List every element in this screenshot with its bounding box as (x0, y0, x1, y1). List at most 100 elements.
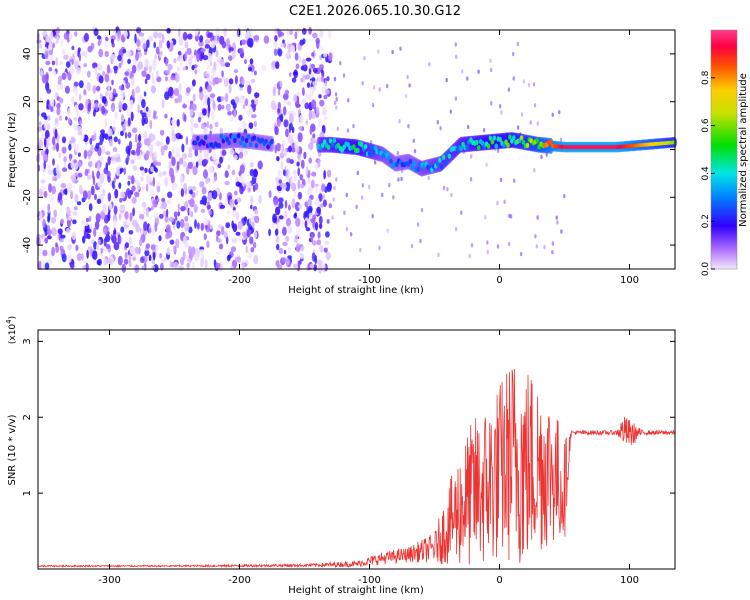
heatmap-cell (87, 160, 93, 168)
heatmap-cell (279, 152, 285, 158)
heatmap-cell (322, 106, 327, 116)
heatmap-cell (132, 164, 138, 171)
heatmap-cell (176, 220, 181, 229)
heatmap-cell (101, 132, 107, 139)
heatmap-cell (104, 73, 110, 83)
heatmap-cell (325, 251, 331, 260)
heatmap-ridge-cell (371, 149, 376, 155)
heatmap-cell (245, 182, 252, 188)
heatmap-cell (345, 226, 349, 232)
heatmap-cell (305, 165, 309, 176)
heatmap-cell (203, 169, 208, 179)
heatmap-cell (113, 241, 120, 251)
heatmap-ridge-cell (447, 153, 452, 159)
heatmap-cell (221, 70, 224, 78)
heatmap-cell (335, 105, 338, 110)
heatmap-cell (295, 228, 301, 238)
heatmap-cell (174, 98, 179, 104)
heatmap-cell (155, 244, 159, 251)
heatmap-cell (178, 265, 184, 271)
heatmap-ridge-cell (242, 142, 247, 148)
heatmap-cell (227, 254, 232, 259)
heatmap-cell (125, 220, 130, 226)
heatmap-cell (263, 35, 270, 44)
heatmap-cell (200, 208, 206, 213)
heatmap-cell (152, 176, 156, 187)
heatmap-cell (68, 144, 72, 151)
heatmap-cell (129, 236, 132, 245)
heatmap-cell (115, 166, 120, 177)
heatmap-cell (62, 167, 68, 172)
heatmap-cell (308, 142, 314, 151)
heatmap-cell (56, 234, 59, 241)
heatmap-cell (234, 96, 240, 105)
heatmap-cell (186, 47, 192, 56)
heatmap-cell (328, 30, 332, 40)
heatmap-cell (207, 52, 213, 63)
heatmap-cell (117, 54, 122, 62)
heatmap-cell (298, 204, 303, 210)
heatmap-cell (105, 36, 109, 42)
heatmap-cell (82, 235, 86, 244)
heatmap-cell (74, 144, 80, 153)
heatmap-cell (412, 138, 415, 143)
heatmap-cell (108, 138, 113, 147)
heatmap-cell (161, 99, 165, 109)
heatmap-cell (347, 98, 350, 103)
heatmap-cell (97, 239, 101, 245)
heatmap-cell (130, 159, 135, 165)
heatmap-cell (118, 85, 123, 90)
heatmap-cell (454, 42, 457, 47)
heatmap-cell (189, 189, 193, 195)
heatmap-cell (86, 174, 92, 180)
heatmap-cell (156, 70, 159, 78)
heatmap-cell (184, 41, 189, 49)
heatmap-cell (278, 197, 284, 204)
heatmap-x-tick-label: 100 (620, 275, 639, 286)
heatmap-cell (208, 81, 213, 86)
heatmap-cell (311, 52, 315, 57)
heatmap-cell (178, 157, 184, 165)
heatmap-cell (83, 149, 88, 159)
heatmap-cell (316, 39, 320, 50)
heatmap-cell (227, 111, 232, 116)
heatmap-cell (301, 58, 306, 66)
heatmap-cell (131, 127, 138, 134)
heatmap-cell (253, 35, 260, 41)
heatmap-cell (251, 99, 255, 105)
heatmap-cell (250, 247, 255, 253)
heatmap-cell (282, 106, 287, 116)
heatmap-cell (48, 183, 52, 193)
heatmap-cell (297, 132, 303, 143)
heatmap-cell (371, 102, 375, 108)
heatmap-cell (135, 133, 138, 143)
heatmap-cell (227, 164, 231, 170)
heatmap-cell (278, 247, 284, 255)
heatmap-cell (216, 251, 221, 256)
heatmap-cell (218, 58, 224, 66)
heatmap-cell (74, 59, 79, 70)
heatmap-cell (113, 28, 117, 34)
heatmap-cell (143, 221, 148, 232)
heatmap-cell (48, 67, 53, 72)
heatmap-ridge-cell (194, 140, 198, 146)
heatmap-cell (129, 212, 133, 222)
heatmap-cell (217, 238, 222, 243)
heatmap-cell (144, 78, 148, 84)
heatmap-cell (168, 78, 172, 83)
heatmap-cell (250, 204, 253, 210)
heatmap-cell (54, 117, 59, 124)
heatmap-cell (352, 123, 355, 129)
heatmap-cell (124, 132, 128, 139)
heatmap-ridge-cell (476, 145, 481, 151)
heatmap-cell (70, 263, 75, 269)
heatmap-cell (207, 193, 213, 202)
heatmap-cell (171, 119, 177, 125)
heatmap-cell (360, 195, 364, 200)
heatmap-cell (503, 199, 506, 204)
heatmap-cell (377, 49, 380, 54)
heatmap-cell (76, 253, 82, 262)
heatmap-cell (64, 85, 70, 94)
heatmap-cell (94, 162, 98, 169)
heatmap-cell (148, 254, 152, 262)
